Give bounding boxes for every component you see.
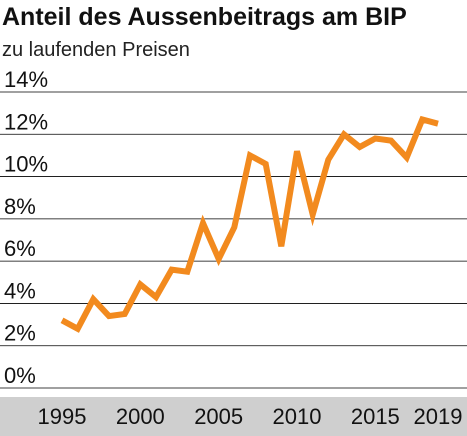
chart-title: Anteil des Aussenbeitrags am BIP bbox=[2, 3, 407, 31]
x-tick-label: 2000 bbox=[116, 404, 165, 429]
y-tick-label: 14% bbox=[4, 67, 48, 92]
x-tick-label: 2015 bbox=[351, 404, 400, 429]
x-axis-band bbox=[0, 397, 467, 436]
x-axis-tick-labels: 1995 2000 2005 2010 2015 2019 bbox=[38, 404, 463, 429]
series-line bbox=[60, 115, 439, 333]
y-tick-label: 0% bbox=[4, 363, 36, 388]
x-tick-label: 1995 bbox=[38, 404, 87, 429]
y-tick-label: 8% bbox=[4, 194, 36, 219]
y-tick-label: 10% bbox=[4, 152, 48, 177]
grid-lines bbox=[0, 91, 467, 389]
x-tick-label: 2005 bbox=[194, 404, 243, 429]
y-tick-label: 2% bbox=[4, 321, 36, 346]
x-tick-label: 2019 bbox=[414, 404, 463, 429]
y-tick-label: 12% bbox=[4, 109, 48, 134]
y-axis-tick-labels: 0% 2% 4% 6% 8% 10% 12% 14% bbox=[4, 67, 48, 388]
x-tick-label: 2010 bbox=[273, 404, 322, 429]
y-tick-label: 4% bbox=[4, 278, 36, 303]
y-tick-label: 6% bbox=[4, 236, 36, 261]
chart-subtitle: zu laufenden Preisen bbox=[2, 39, 190, 61]
series-layer bbox=[60, 115, 439, 333]
